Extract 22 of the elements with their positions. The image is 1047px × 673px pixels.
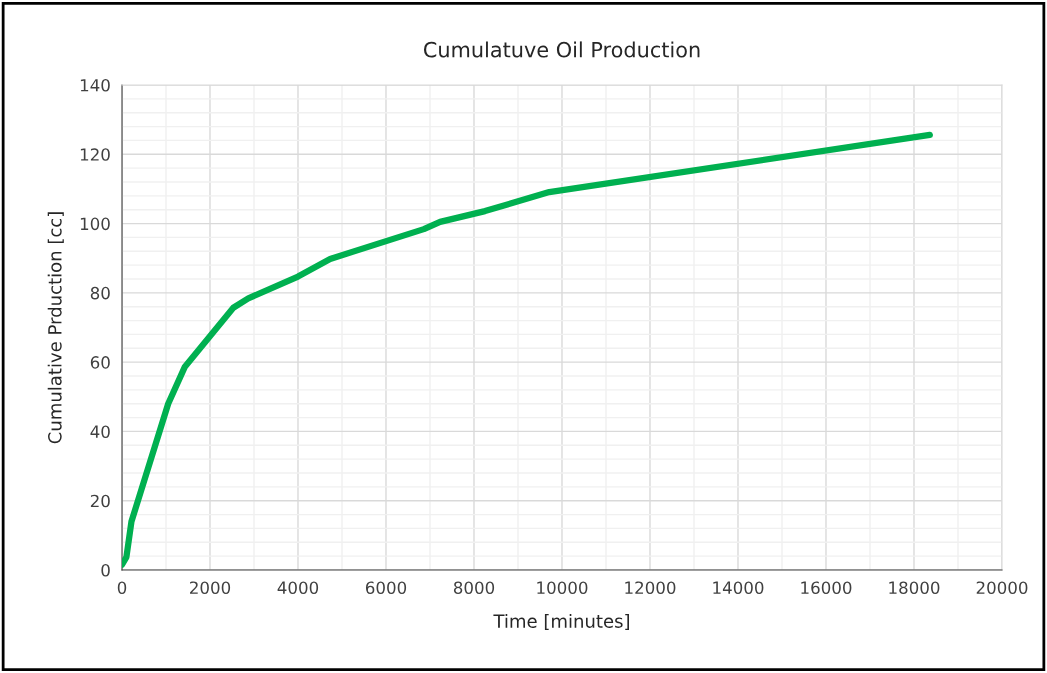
y-tick-label: 60 [90, 356, 110, 369]
x-axis-title: Time [minutes] [493, 613, 629, 631]
x-tick-label: 12000 [625, 581, 676, 595]
y-tick-label: 120 [80, 148, 110, 161]
x-tick-label: 14000 [713, 581, 764, 595]
y-tick-label: 80 [90, 286, 110, 300]
y-tick-label: 100 [80, 217, 110, 231]
y-tick-label: 20 [90, 494, 110, 508]
x-tick-label: 4000 [277, 581, 319, 595]
x-tick-label: 10000 [537, 581, 588, 595]
y-tick-label: 0 [101, 563, 110, 577]
y-tick-label: 140 [80, 78, 110, 92]
x-tick-label: 20000 [976, 581, 1028, 595]
x-tick-label: 8000 [453, 581, 495, 595]
y-tick-label: 40 [90, 425, 110, 438]
x-tick-label: 16000 [801, 581, 852, 595]
x-tick-label: 2000 [190, 581, 231, 595]
chart-title: Cumulatuve Oil Production [423, 41, 700, 58]
y-axis-title: Cumulative Prduction [cc] [47, 212, 64, 444]
x-tick-label: 6000 [365, 581, 407, 595]
x-tick-label: 0 [117, 581, 127, 595]
x-tick-label: 18000 [889, 581, 940, 595]
